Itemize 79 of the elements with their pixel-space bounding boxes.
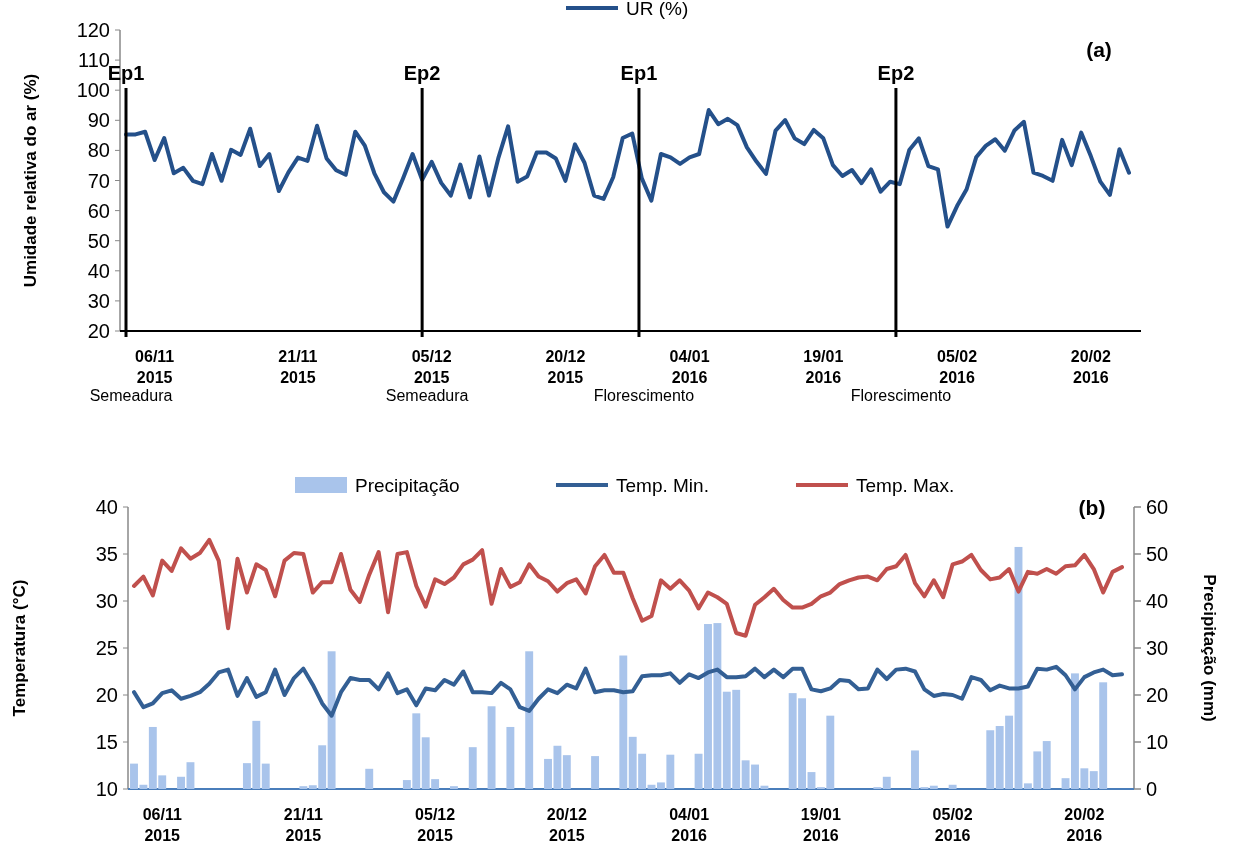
y-tick-label: 35 xyxy=(95,543,118,565)
x-tick-label: 19/01 2016 xyxy=(800,806,842,844)
y-tick-label: 10 xyxy=(95,778,118,800)
x-tick-label: 19/01 2016 xyxy=(803,348,844,386)
x-tick-label: 20/02 2016 xyxy=(1064,806,1105,844)
y-tick-label: 40 xyxy=(87,259,110,282)
line-series xyxy=(124,108,1131,229)
y2-tick-label: 10 xyxy=(1146,731,1169,753)
annotation: Ep1 xyxy=(620,62,658,84)
x-tick-label: 20/12 2015 xyxy=(545,348,586,386)
x-tick-label: 05/12 2015 xyxy=(411,348,452,386)
bar xyxy=(929,785,938,789)
line-series xyxy=(132,664,1124,718)
bar xyxy=(619,655,628,789)
y-tick-label: 30 xyxy=(87,289,110,312)
bar xyxy=(1061,778,1070,789)
y-tick-label: 30 xyxy=(95,590,118,612)
y2-tick-label: 50 xyxy=(1146,543,1169,565)
x-tick-label: 20/12 2015 xyxy=(546,806,587,844)
x-tick-label: 05/02 2016 xyxy=(937,348,978,386)
legend-label: UR (%) xyxy=(626,0,689,19)
bar xyxy=(487,706,496,789)
text: Semeadura xyxy=(385,387,469,404)
bar xyxy=(468,747,477,789)
x-tick-label: 21/11 2015 xyxy=(283,806,324,844)
bar xyxy=(562,755,571,789)
annotation: Ep2 xyxy=(877,62,915,84)
bar xyxy=(591,756,600,789)
y-axis-title: Umidade relativa do ar (%) xyxy=(21,73,40,288)
x-tick-label: 06/11 2015 xyxy=(135,348,175,386)
x-tick-label: 04/01 2016 xyxy=(669,348,710,386)
bar xyxy=(365,768,374,789)
chart-title: (a) xyxy=(1086,38,1112,61)
bar xyxy=(327,651,336,789)
bar xyxy=(177,776,185,789)
y-tick-label: 15 xyxy=(95,731,118,753)
bar xyxy=(299,786,308,789)
y2-tick-label: 60 xyxy=(1146,496,1169,518)
legend-label: Temp. Max. xyxy=(856,475,955,496)
legend-label: Temp. Min. xyxy=(616,475,709,496)
bar xyxy=(525,651,534,789)
x-tick-label: 05/12 2015 xyxy=(415,806,456,844)
y-tick-label: 60 xyxy=(87,199,110,222)
x-tick-label: 21/11 2015 xyxy=(278,348,318,386)
y-tick-label: 70 xyxy=(87,169,110,192)
x-tick-label: 05/02 2016 xyxy=(932,806,973,844)
x-tick-label: 04/01 2016 xyxy=(669,806,710,844)
y-tick-label: 40 xyxy=(95,496,118,518)
bar xyxy=(986,730,995,789)
text: Florescimento xyxy=(850,387,952,404)
y2-tick-label: 30 xyxy=(1146,637,1169,659)
y-tick-label: 80 xyxy=(87,139,110,162)
legend-label: Precipitação xyxy=(355,475,460,496)
bar xyxy=(506,726,515,789)
y2-axis-title: Precipitação (mm) xyxy=(1200,574,1219,722)
y2-tick-label: 20 xyxy=(1146,684,1169,706)
y2-tick-label: 0 xyxy=(1146,778,1158,800)
bar xyxy=(882,776,891,789)
y-tick-label: 100 xyxy=(76,79,110,102)
y2-tick-label: 40 xyxy=(1146,590,1169,612)
y-axis-title: Temperatura (°C) xyxy=(10,579,29,717)
y-tick-label: 20 xyxy=(87,320,110,342)
chart-title: (b) xyxy=(1078,496,1106,519)
y-tick-label: 50 xyxy=(87,229,110,252)
y-tick-label: 90 xyxy=(87,109,110,132)
line-series xyxy=(132,537,1124,638)
annotation: Ep2 xyxy=(403,62,441,84)
y-tick-label: 20 xyxy=(95,684,118,706)
y-tick-label: 110 xyxy=(78,49,110,72)
x-tick-label: 06/11 2015 xyxy=(142,806,182,844)
y-tick-label: 25 xyxy=(95,637,118,659)
text: Semeadura xyxy=(89,387,173,404)
bar xyxy=(948,784,957,789)
x-tick-label: 20/02 2016 xyxy=(1070,348,1111,386)
text: Florescimento xyxy=(593,387,695,404)
bar xyxy=(1042,741,1051,789)
bar xyxy=(261,763,270,789)
bar xyxy=(449,786,458,789)
y-tick-label: 120 xyxy=(76,19,110,41)
